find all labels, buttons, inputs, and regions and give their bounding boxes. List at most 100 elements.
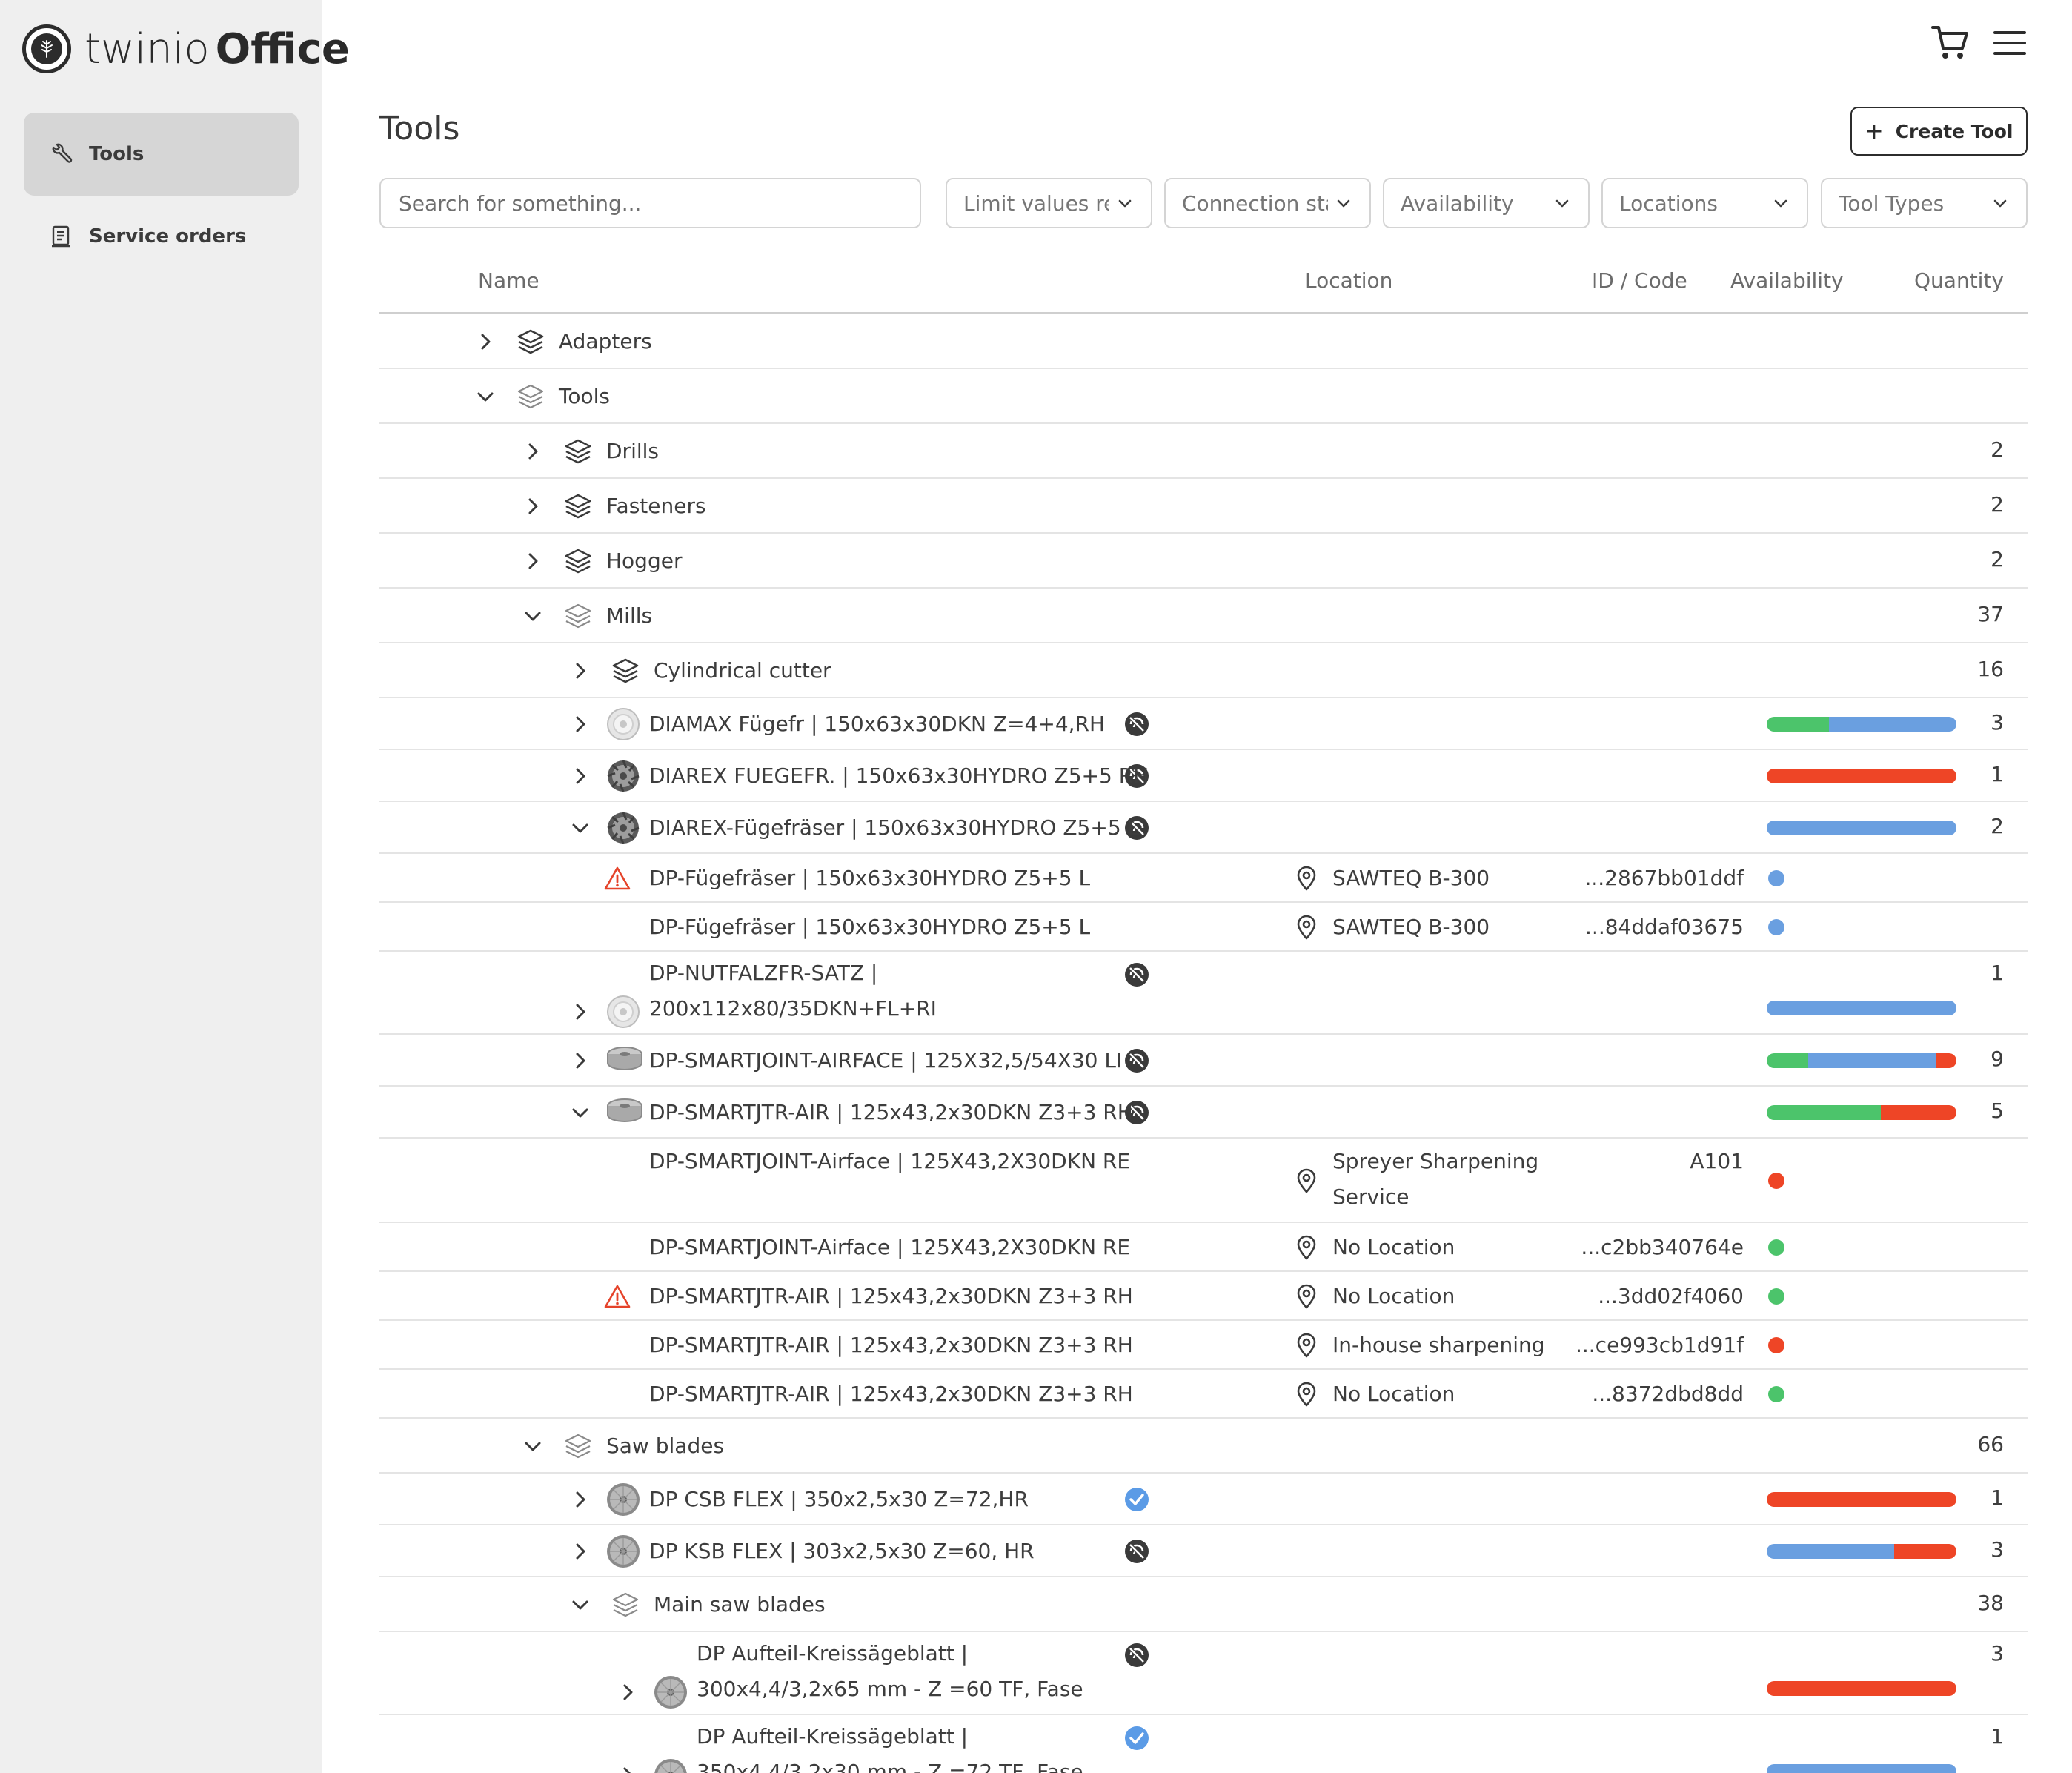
cart-icon[interactable] <box>1930 22 1971 64</box>
column-quantity[interactable]: Quantity <box>1914 268 2004 293</box>
chevron-down-icon[interactable] <box>569 1101 591 1124</box>
table-row-tool[interactable]: DP CSB FLEX | 350x2,5x30 Z=72,HR 1 <box>379 1474 2028 1525</box>
row-name: Cylindrical cutter <box>654 658 831 683</box>
layers-icon <box>563 546 593 576</box>
chevron-down-icon[interactable] <box>569 1594 591 1616</box>
row-name-line2: 350x4,4/3,2x30 mm - Z =72 TF, Fase <box>697 1760 1083 1773</box>
filter-label: Limit values reac <box>963 190 1109 216</box>
id-code: ...ce993cb1d91f <box>1575 1333 1744 1357</box>
sidebar-item-service-orders[interactable]: Service orders <box>24 195 299 278</box>
table-row-group[interactable]: Main saw blades 38 <box>379 1577 2028 1632</box>
availability-dot <box>1768 1386 1784 1402</box>
filter-dropdown[interactable]: Locations <box>1601 178 1808 228</box>
table-row-group[interactable]: Hogger 2 <box>379 534 2028 589</box>
chevron-right-icon[interactable] <box>617 1764 639 1773</box>
tool-thumbnail <box>606 1044 642 1078</box>
chevron-right-icon[interactable] <box>569 660 591 682</box>
chevron-down-icon <box>1990 193 2010 213</box>
filter-dropdown[interactable]: Connection state <box>1164 178 1371 228</box>
chevron-right-icon[interactable] <box>522 495 544 517</box>
table-row-group[interactable]: Tools <box>379 369 2028 424</box>
table-row-tool[interactable]: DP Aufteil-Kreissägeblatt | 350x4,4/3,2x3… <box>379 1715 2028 1773</box>
layers-icon <box>563 437 593 466</box>
table-row-tool[interactable]: DIAREX-Fügefräser | 150x63x30HYDRO Z5+5 … <box>379 802 2028 854</box>
table-row-instance[interactable]: SAWTEQ B-300 ...84ddaf03675 DP-Fügefräser … <box>379 903 2028 952</box>
filter-dropdown[interactable]: Limit values reac <box>946 178 1152 228</box>
filter-dropdown[interactable]: Tool Types <box>1821 178 2028 228</box>
table-row-tool[interactable]: DIAMAX Fügefr | 150x63x30DKN Z=4+4,RH 3 <box>379 698 2028 750</box>
table-row-instance[interactable]: In-house sharpening ...ce993cb1d91f DP-SMA… <box>379 1321 2028 1370</box>
column-id-code[interactable]: ID / Code <box>1592 268 1687 293</box>
quantity-value: 3 <box>1990 1537 2004 1562</box>
chevron-down-icon[interactable] <box>522 1435 544 1457</box>
chevron-down-icon[interactable] <box>474 385 497 408</box>
row-name: DP-NUTFALZFR-SATZ | <box>649 961 878 985</box>
table-row-instance[interactable]: No Location ...8372dbd8dd DP-SMARTJTR-AIR … <box>379 1370 2028 1419</box>
table-row-tool[interactable]: DP Aufteil-Kreissägeblatt | 300x4,4/3,2x6… <box>379 1632 2028 1715</box>
availability-segment <box>1767 1001 1956 1015</box>
table-row-group[interactable]: Drills 2 <box>379 424 2028 479</box>
column-location[interactable]: Location <box>1305 268 1393 293</box>
chevron-right-icon[interactable] <box>522 550 544 572</box>
chevron-down-icon <box>1334 193 1353 213</box>
table-row-tool[interactable]: DP-SMARTJTR-AIR | 125x43,2x30DKN Z3+3 RH… <box>379 1087 2028 1139</box>
tool-thumbnail <box>606 811 640 845</box>
table-row-tool[interactable]: DP-SMARTJOINT-AIRFACE | 125X32,5/54X30 L… <box>379 1035 2028 1087</box>
table-row-tool[interactable]: DP KSB FLEX | 303x2,5x30 Z=60, HR 3 <box>379 1525 2028 1577</box>
search-input[interactable]: Search for something... <box>379 178 921 228</box>
disconnected-icon <box>1124 763 1149 789</box>
availability-bar <box>1767 1764 1956 1773</box>
chevron-right-icon[interactable] <box>617 1681 639 1703</box>
availability-bar <box>1767 1105 1956 1120</box>
disconnected-icon <box>1124 1100 1149 1125</box>
table-row-group[interactable]: Mills 37 <box>379 589 2028 643</box>
table-row-instance[interactable]: SAWTEQ B-300 ...2867bb01ddf DP-Fügefräser … <box>379 854 2028 903</box>
disconnected-icon <box>1124 1539 1149 1564</box>
chevron-right-icon[interactable] <box>474 331 497 353</box>
chevron-right-icon[interactable] <box>569 1488 591 1511</box>
filter-label: Availability <box>1401 190 1514 216</box>
row-name: DP-SMARTJTR-AIR | 125x43,2x30DKN Z3+3 RH <box>649 1284 1133 1308</box>
hamburger-menu-icon[interactable] <box>1989 22 2031 64</box>
row-name: Mills <box>606 603 653 628</box>
tool-thumbnail <box>606 1096 642 1130</box>
layers-icon <box>611 656 640 686</box>
sidebar-item-tools[interactable]: Tools <box>24 113 299 196</box>
chevron-down-icon[interactable] <box>569 817 591 839</box>
create-tool-button[interactable]: + Create Tool <box>1850 107 2028 156</box>
chevron-right-icon[interactable] <box>569 713 591 735</box>
table-row-tool[interactable]: DIAREX FUEGEFR. | 150x63x30HYDRO Z5+5 RH… <box>379 750 2028 802</box>
table-row-tool[interactable]: DP-NUTFALZFR-SATZ | 200x112x80/35DKN+FL+R… <box>379 952 2028 1035</box>
column-name[interactable]: Name <box>478 268 539 293</box>
filter-dropdown[interactable]: Availability <box>1383 178 1590 228</box>
chevron-right-icon[interactable] <box>569 1050 591 1072</box>
table-row-instance[interactable]: No Location ...c2bb340764e DP-SMARTJOINT-A… <box>379 1223 2028 1272</box>
logo-tree-icon <box>22 24 71 73</box>
chevron-down-icon <box>1771 193 1790 213</box>
chevron-right-icon[interactable] <box>522 440 544 463</box>
row-name: DP-SMARTJTR-AIR | 125x43,2x30DKN Z3+3 RH <box>649 1333 1133 1357</box>
location-pin-icon <box>1295 1333 1318 1358</box>
row-name: Saw blades <box>606 1434 725 1458</box>
table-row-group[interactable]: Cylindrical cutter 16 <box>379 643 2028 698</box>
chevron-right-icon[interactable] <box>569 1540 591 1562</box>
table-row-instance[interactable]: Spreyer Sharpening Service A101 DP-SMARTJOI… <box>379 1139 2028 1223</box>
chevron-down-icon[interactable] <box>522 605 544 627</box>
column-availability[interactable]: Availability <box>1730 268 1844 293</box>
disconnected-icon <box>1124 815 1149 841</box>
table-row-instance[interactable]: No Location ...3dd02f4060 DP-SMARTJTR-AIR … <box>379 1272 2028 1321</box>
chevron-right-icon[interactable] <box>569 1001 591 1023</box>
id-code: A101 <box>1690 1149 1744 1173</box>
table-row-group[interactable]: Saw blades 66 <box>379 1419 2028 1474</box>
availability-bar <box>1767 1053 1956 1068</box>
row-name: DP-SMARTJOINT-Airface | 125X43,2X30DKN R… <box>649 1149 1131 1173</box>
location-text-line2: Service <box>1332 1184 1409 1209</box>
row-name-line2: 200x112x80/35DKN+FL+RI <box>649 996 937 1021</box>
location-pin-icon <box>1295 915 1318 940</box>
table-row-group[interactable]: Adapters <box>379 314 2028 369</box>
chevron-right-icon[interactable] <box>569 765 591 787</box>
tool-thumbnail <box>606 759 640 793</box>
table-row-group[interactable]: Fasteners 2 <box>379 479 2028 534</box>
row-name: Fasteners <box>606 494 706 518</box>
app-logo[interactable]: twinio Office <box>22 24 350 74</box>
